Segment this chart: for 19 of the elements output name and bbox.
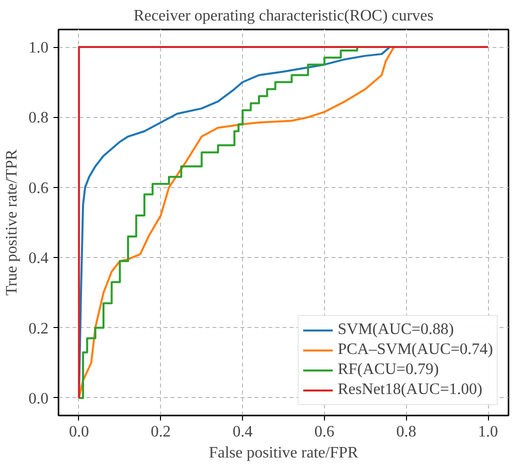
y-tick-label: 0.6 (28, 180, 48, 197)
legend-label: ResNet18(AUC=1.00) (338, 381, 482, 399)
y-tick-label: 1.0 (28, 40, 48, 57)
y-tick-label: 0.2 (28, 320, 48, 338)
x-tick-label: 0.2 (150, 424, 171, 440)
x-tick-label: 0.8 (396, 424, 416, 440)
x-tick-label: 0.6 (314, 424, 334, 440)
legend-label: SVM(AUC=0.88) (338, 321, 454, 339)
x-tick-label: 0.4 (232, 424, 253, 440)
legend-label: RF(ACU=0.79) (338, 361, 439, 379)
chart-title: Receiver operating characteristic(ROC) curves (134, 8, 434, 24)
legend-label: PCA–SVM(AUC=0.74) (338, 341, 493, 359)
x-tick-label: 0.0 (68, 424, 89, 440)
x-tick-label: 1.0 (478, 424, 498, 440)
y-tick-label: 0.0 (28, 390, 48, 408)
y-tick-label: 0.4 (28, 250, 48, 268)
y-tick-label: 0.8 (28, 110, 48, 127)
y-axis-title: True positive rate/TPR (4, 149, 20, 296)
x-axis-title: False positive rate/FPR (208, 444, 358, 462)
